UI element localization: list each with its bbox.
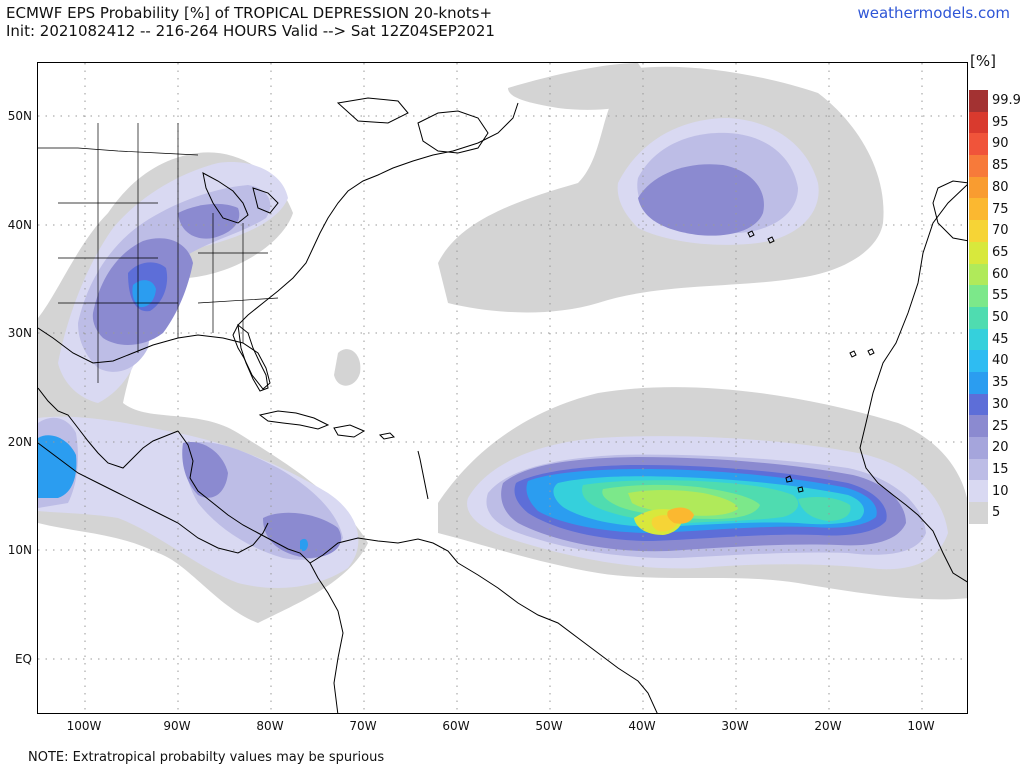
colorbar-unit: [%] [970,52,996,70]
colorbar-level-label: 40 [992,353,1009,369]
prob-area-35 [38,435,77,498]
colorbar-segment [969,155,988,177]
colorbar-level-label: 60 [992,266,1009,282]
colorbar-segment [969,198,988,221]
colorbar-level-label: 15 [992,461,1009,477]
prob-area-5 [508,63,658,110]
prob-area-25 [638,164,764,236]
colorbar-level-label: 10 [992,483,1009,499]
grid-lines [38,63,967,713]
lon-label: 20W [814,719,842,733]
prob-area-35 [300,538,308,552]
prob-area-25 [263,512,342,558]
lat-label: 50N [7,109,32,123]
colorbar-level-label: 55 [992,288,1009,304]
colorbar-segment [969,480,988,503]
lon-label: 40W [628,719,656,733]
lon-label: 50W [535,719,563,733]
lon-label: 90W [163,719,191,733]
colorbar-level-label: 35 [992,375,1009,391]
colorbar-segment [969,133,988,156]
lon-label: 60W [442,719,470,733]
colorbar-level-label: 65 [992,244,1009,260]
lon-label: 10W [907,719,935,733]
colorbar-segment [969,220,988,242]
colorbar-level-label: 80 [992,179,1009,195]
colorbar-segment [969,415,988,437]
lat-label: 10N [7,543,32,557]
lat-label: 20N [7,435,32,449]
colorbar-level-label: 5 [992,505,1001,521]
chart-subtitle: Init: 2021082412 -- 216-264 HOURS Valid … [6,22,495,40]
chart-title: ECMWF EPS Probability [%] of TROPICAL DE… [6,4,493,22]
colorbar-segment [969,502,988,524]
colorbar-segment [969,176,988,199]
lat-label: EQ [14,652,32,666]
colorbar-segment [969,371,988,394]
site-link[interactable]: weathermodels.com [857,4,1010,22]
colorbar-segment [969,437,988,459]
colorbar-level-label: 70 [992,223,1009,239]
colorbar-segment [969,285,988,307]
prob-area-25 [178,203,240,239]
lon-label: 100W [66,719,102,733]
colorbar-segment [969,328,988,351]
prob-area-75 [667,507,694,524]
colorbar-level-label: 99.9 [992,93,1021,108]
colorbar-level-label: 25 [992,418,1009,434]
probability-shading [38,63,967,623]
colorbar-level-label: 30 [992,396,1009,412]
colorbar-level-label: 85 [992,158,1009,174]
lon-label: 70W [349,719,377,733]
colorbar-level-label: 50 [992,310,1009,325]
lon-label: 80W [256,719,284,733]
footer-note: NOTE: Extratropical probabilty values ma… [28,750,385,765]
colorbar [969,90,988,524]
borders [38,123,279,383]
prob-area-5 [334,349,361,386]
map-canvas [38,63,967,713]
colorbar-segment [969,111,988,134]
colorbar-segment [969,90,988,112]
colorbar-level-label: 75 [992,201,1009,217]
prob-area-60 [628,490,738,516]
colorbar-segment [969,458,988,481]
prob-area-50 [798,497,851,521]
probability-map [37,62,968,714]
colorbar-segment [969,393,988,416]
colorbar-level-label: 20 [992,440,1009,456]
lon-label: 30W [721,719,749,733]
colorbar-level-label: 45 [992,331,1009,347]
colorbar-segment [969,241,988,264]
colorbar-segment [969,263,988,286]
colorbar-segment [969,350,988,372]
colorbar-level-label: 90 [992,136,1009,152]
lat-label: 30N [7,326,32,340]
lat-label: 40N [7,218,32,232]
colorbar-level-label: 95 [992,114,1009,130]
colorbar-segment [969,306,988,329]
